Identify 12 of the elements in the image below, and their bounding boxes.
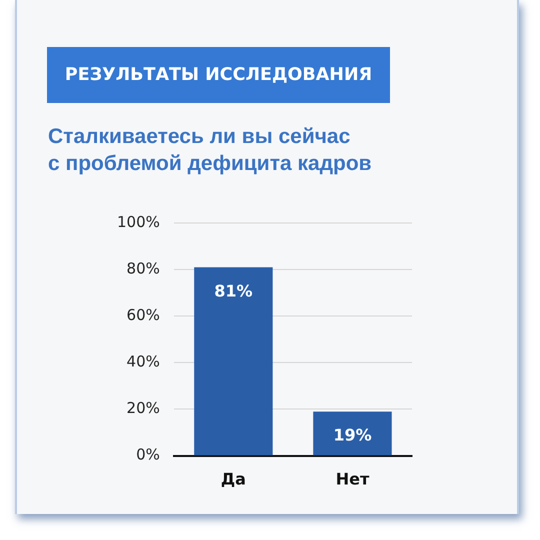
data-label: 81% [214, 281, 253, 300]
x-tick-label: Да [220, 470, 246, 489]
y-tick-label: 60% [126, 306, 160, 324]
y-tick-label: 20% [126, 399, 160, 418]
y-tick-label: 100% [116, 212, 160, 231]
chart-subtitle: Сталкиваетесь ли вы сейчас с проблемой дефицита кадров [48, 124, 373, 177]
y-tick-label: 0% [136, 446, 160, 464]
x-tick-label: Нет [336, 470, 370, 489]
data-label: 19% [333, 426, 372, 445]
y-tick-label: 40% [126, 352, 160, 371]
chart-title: РЕЗУЛЬТАТЫ ИССЛЕДОВАНИЯ [64, 65, 372, 85]
y-tick-label: 80% [126, 259, 160, 278]
